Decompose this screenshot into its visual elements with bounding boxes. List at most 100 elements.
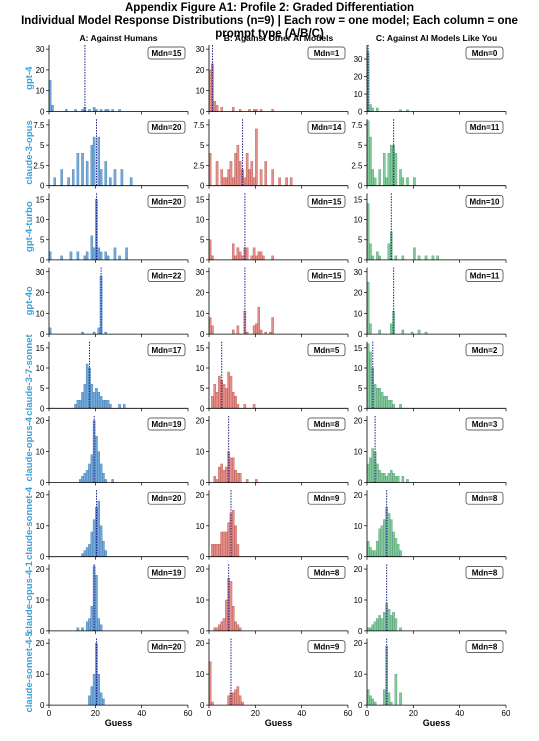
y-tick-label: 20 xyxy=(36,289,45,298)
y-tick-label: 2.5 xyxy=(193,161,205,170)
median-label-box xyxy=(147,195,186,208)
histogram-bar xyxy=(241,701,244,706)
histogram-bar xyxy=(104,251,107,261)
median-label-box xyxy=(147,491,186,505)
histogram-bar xyxy=(369,104,372,112)
histogram-bar xyxy=(76,627,80,632)
x-tick-label: 40 xyxy=(137,709,146,718)
y-tick-label: 10 xyxy=(36,87,45,96)
histogram-bar xyxy=(387,400,391,409)
median-label-box xyxy=(147,120,186,134)
row-label: claude-sonnet-4 xyxy=(24,486,35,560)
histogram-bar xyxy=(218,375,221,409)
y-tick-label: 10 xyxy=(196,596,205,605)
histogram-bar xyxy=(215,544,219,557)
histogram-bar xyxy=(378,387,381,409)
median-label: Mdn=0 xyxy=(472,49,498,58)
y-tick-label: 0 xyxy=(40,701,45,710)
y-tick-label: 10 xyxy=(36,216,45,225)
histogram-bar xyxy=(99,525,103,557)
histogram-bar xyxy=(97,500,101,557)
y-tick-label: 10 xyxy=(196,448,205,457)
histogram-bar xyxy=(227,371,230,409)
histogram-bar xyxy=(109,177,112,186)
histogram-bar xyxy=(390,701,393,706)
histogram-bar xyxy=(83,255,87,261)
y-tick-label: 2.5 xyxy=(351,161,363,170)
histogram-bar xyxy=(396,544,400,557)
y-tick-label: 0 xyxy=(358,330,363,339)
y-tick-label: 5 xyxy=(200,236,205,245)
histogram-bar xyxy=(390,519,393,557)
panel-claude-sonnet-4-5-B: 0 10 20 0 20 40 60 Mdn=9 xyxy=(196,638,353,718)
histogram-bar xyxy=(90,686,94,706)
median-label: Mdn=9 xyxy=(314,643,340,652)
y-tick-label: 0 xyxy=(40,108,45,117)
median-label-box xyxy=(307,269,346,282)
histogram-bar xyxy=(369,627,372,632)
histogram-bar xyxy=(399,550,402,557)
histogram-bar xyxy=(371,107,374,112)
histogram-bar xyxy=(238,695,242,706)
histogram-bar xyxy=(88,463,91,483)
histogram-bar xyxy=(225,466,228,483)
y-tick-label: 10 xyxy=(354,448,363,457)
histogram-bar xyxy=(378,169,381,186)
y-tick-label: 5 xyxy=(358,236,363,245)
histogram-bar xyxy=(236,624,240,632)
histogram-bar xyxy=(92,136,96,186)
histogram-bar xyxy=(232,457,235,483)
median-label-box xyxy=(147,640,186,653)
histogram-bar xyxy=(371,698,374,706)
histogram-bar xyxy=(81,476,84,483)
histogram-bar xyxy=(104,161,107,186)
histogram-bar xyxy=(222,177,226,186)
x-axis-label: Guess xyxy=(105,718,133,728)
histogram-bar xyxy=(213,383,216,409)
histogram-bar xyxy=(383,612,386,632)
y-tick-label: 0 xyxy=(200,701,205,710)
median-label-box xyxy=(465,566,504,579)
histogram-bar xyxy=(95,387,98,409)
median-label: Mdn=15 xyxy=(311,272,342,281)
histogram-bar xyxy=(385,396,388,409)
y-tick-label: 5 xyxy=(358,384,363,393)
y-tick-label: 10 xyxy=(36,364,45,373)
histogram-bar xyxy=(97,327,101,335)
histogram-bar xyxy=(213,100,216,112)
histogram-bar xyxy=(285,177,288,186)
histogram-bar xyxy=(380,392,384,409)
median-label: Mdn=3 xyxy=(472,420,498,429)
histogram-bar xyxy=(238,251,242,261)
panel-claude-sonnet-4-C: 0 10 20 Mdn=8 xyxy=(354,490,507,562)
y-tick-label: 5 xyxy=(40,141,45,150)
x-tick-label: 0 xyxy=(47,709,52,718)
panel-claude-opus-4-1-A: 0 10 20 Mdn=19 xyxy=(36,564,189,636)
histogram-bar xyxy=(390,323,393,335)
histogram-bar xyxy=(85,161,89,186)
x-tick-label: 20 xyxy=(409,709,418,718)
histogram-bar xyxy=(271,255,274,261)
histogram-bar xyxy=(106,400,110,409)
histogram-bar xyxy=(234,396,237,409)
histogram-bar xyxy=(252,404,256,409)
y-tick-label: 0 xyxy=(358,256,363,265)
histogram-bar xyxy=(394,255,398,261)
histogram-bar xyxy=(120,169,124,186)
histogram-bar xyxy=(88,544,91,557)
histogram-bar xyxy=(102,473,105,483)
histogram-bar xyxy=(102,400,105,409)
histogram-bar xyxy=(413,177,416,186)
histogram-bar xyxy=(369,457,372,483)
histogram-bar xyxy=(76,400,80,409)
histogram-bar xyxy=(394,153,398,186)
histogram-bar xyxy=(97,674,101,706)
histogram-bar xyxy=(259,251,263,261)
histogram-bar xyxy=(396,476,400,483)
y-tick-label: 20 xyxy=(354,73,363,82)
median-label-box xyxy=(465,46,504,60)
histogram-bar xyxy=(78,479,82,483)
histogram-bar xyxy=(222,383,226,409)
median-label: Mdn=22 xyxy=(151,272,182,281)
histogram-bar xyxy=(227,451,230,483)
